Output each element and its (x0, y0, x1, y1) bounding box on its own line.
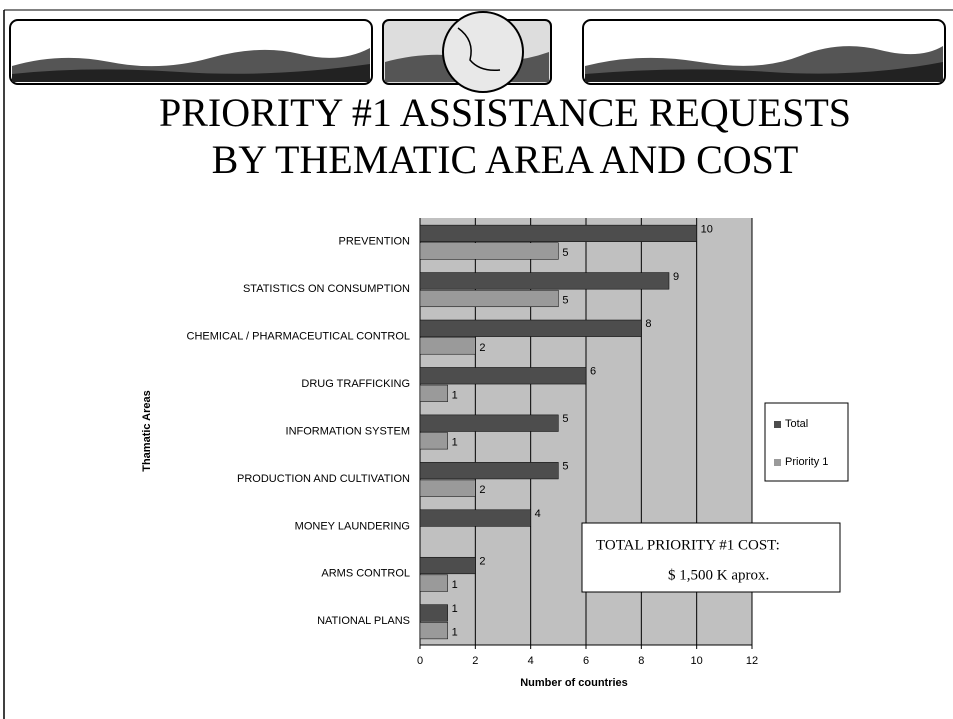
bar (419, 479, 476, 497)
legend-label: Total (785, 418, 808, 430)
data-label: 1 (452, 626, 458, 638)
data-label: 5 (562, 294, 568, 306)
bar (419, 242, 559, 260)
bar (419, 509, 531, 527)
bar (419, 367, 587, 385)
data-label: 5 (562, 461, 568, 473)
y-tick-label: STATISTICS ON CONSUMPTION (243, 283, 410, 295)
data-label: 1 (452, 389, 458, 401)
bar (419, 432, 448, 450)
x-tick-label: 10 (691, 655, 703, 667)
legend-box (764, 402, 849, 482)
data-label: 1 (452, 579, 458, 591)
data-label: 1 (452, 437, 458, 449)
bar (419, 622, 448, 640)
data-label: 5 (562, 247, 568, 259)
x-axis-title: Number of countries (520, 677, 628, 689)
x-tick-label: 6 (583, 655, 589, 667)
annotation: $ 1,500 K aprox. (668, 567, 769, 583)
bar (419, 384, 448, 402)
y-tick-label: INFORMATION SYSTEM (286, 425, 410, 437)
y-tick-label: PREVENTION (338, 236, 410, 248)
data-label: 4 (535, 508, 541, 520)
data-label: 2 (479, 484, 485, 496)
data-label: 6 (590, 366, 596, 378)
bar (419, 224, 697, 242)
bar (419, 289, 559, 308)
bar (419, 414, 559, 432)
data-label: 9 (673, 271, 679, 283)
bar (419, 462, 559, 480)
x-tick-label: 8 (638, 655, 644, 667)
y-tick-label: MONEY LAUNDERING (295, 520, 410, 532)
x-tick-label: 0 (417, 655, 423, 667)
bar (419, 604, 448, 622)
legend-swatch (774, 421, 781, 428)
x-tick-label: 4 (528, 655, 534, 667)
y-tick-label: ARMS CONTROL (321, 568, 410, 580)
data-label: 10 (701, 223, 713, 235)
data-label: 5 (562, 413, 568, 425)
annotation-box (581, 522, 841, 593)
data-label: 1 (452, 603, 458, 615)
bar (419, 556, 476, 575)
y-tick-label: PRODUCTION AND CULTIVATION (237, 473, 410, 485)
data-label: 2 (479, 555, 485, 567)
y-tick-label: NATIONAL PLANS (317, 615, 410, 627)
bar (419, 319, 642, 337)
header-banner (3, 9, 953, 719)
chart-title: BY THEMATIC AREA AND COST (212, 137, 799, 182)
legend-swatch (774, 459, 781, 466)
chart-title: PRIORITY #1 ASSISTANCE REQUESTS (159, 90, 851, 135)
legend-label: Priority 1 (785, 456, 828, 468)
y-tick-label: CHEMICAL / PHARMACEUTICAL CONTROL (187, 331, 411, 343)
bar (419, 337, 476, 355)
data-label: 8 (645, 318, 651, 330)
y-axis-title: Thamatic Areas (141, 390, 153, 472)
annotation: TOTAL PRIORITY #1 COST: (596, 537, 780, 553)
x-tick-label: 2 (472, 655, 478, 667)
bar (419, 272, 670, 290)
x-tick-label: 12 (746, 655, 758, 667)
y-tick-label: DRUG TRAFFICKING (301, 378, 410, 390)
data-label: 2 (479, 342, 485, 354)
bar (419, 574, 448, 592)
